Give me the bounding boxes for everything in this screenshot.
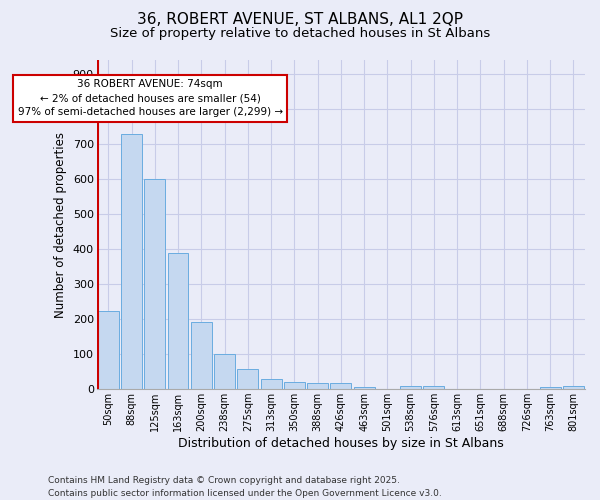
Bar [307,383,328,389]
Bar [539,388,560,389]
Text: 36 ROBERT AVENUE: 74sqm
← 2% of detached houses are smaller (54)
97% of semi-det: 36 ROBERT AVENUE: 74sqm ← 2% of detached… [17,80,283,118]
Bar [353,388,374,389]
Bar [260,378,281,389]
Bar [145,179,165,389]
Bar [563,386,584,389]
Bar [284,382,305,389]
Bar [191,322,212,389]
Y-axis label: Number of detached properties: Number of detached properties [54,132,67,318]
Text: 36, ROBERT AVENUE, ST ALBANS, AL1 2QP: 36, ROBERT AVENUE, ST ALBANS, AL1 2QP [137,12,463,28]
Bar [121,134,142,389]
Bar [400,386,421,389]
Bar [98,312,119,389]
Text: Contains HM Land Registry data © Crown copyright and database right 2025.
Contai: Contains HM Land Registry data © Crown c… [48,476,442,498]
Bar [331,383,351,389]
Bar [167,252,188,389]
Text: Size of property relative to detached houses in St Albans: Size of property relative to detached ho… [110,28,490,40]
X-axis label: Distribution of detached houses by size in St Albans: Distribution of detached houses by size … [178,437,503,450]
Bar [424,386,445,389]
Bar [238,369,258,389]
Bar [214,354,235,389]
